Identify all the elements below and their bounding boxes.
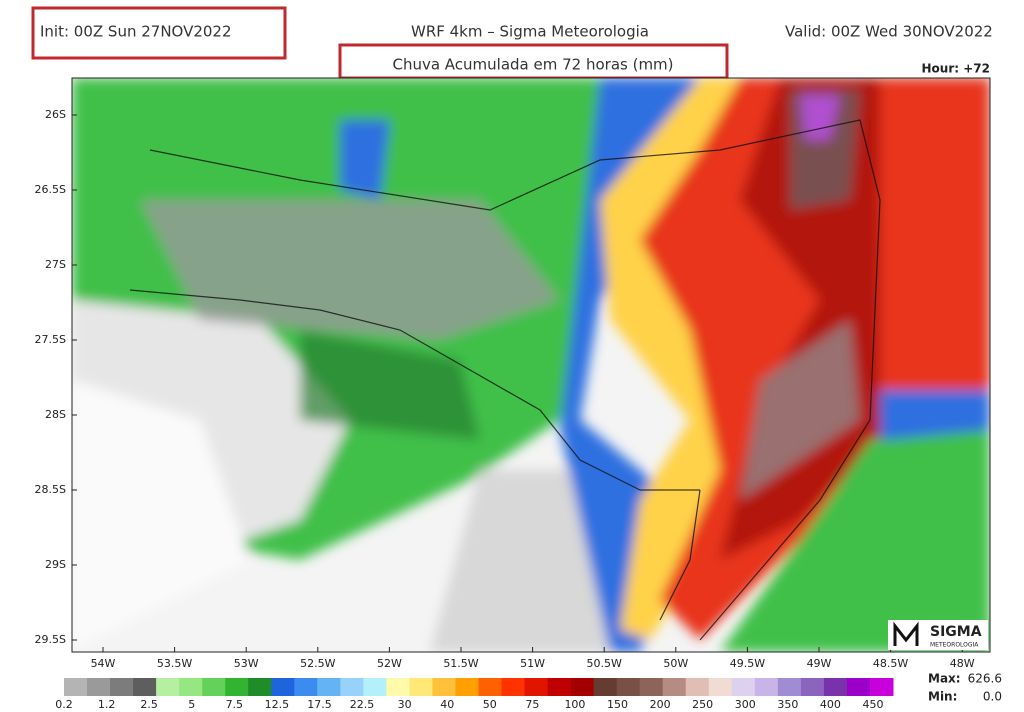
colorbar-swatch [823,678,848,696]
colorbar-swatch [248,678,272,696]
lon-label: 49.5W [730,657,765,670]
lon-label: 50W [663,657,688,670]
colorbar-label: 100 [564,698,585,711]
lon-label: 50.5W [587,657,622,670]
colorbar-label: 200 [650,698,671,711]
lon-label: 53W [234,657,259,670]
colorbar-swatch [524,678,549,696]
colorbar-swatch [340,678,364,696]
colorbar-swatch [455,678,479,696]
logo-sub: METEOROLOGIA [930,642,979,649]
colorbar-swatch [271,678,295,696]
colorbar-swatch [662,678,687,696]
colorbar-swatch [133,678,157,696]
colorbar-label: 2.5 [140,698,158,711]
subtitle: Chuva Acumulada em 72 horas (mm) [392,56,673,74]
colorbar-swatch [409,678,433,696]
max-value: 626.6 [968,672,1002,686]
colorbar-swatch [156,678,180,696]
logo-name: SIGMA [930,624,982,640]
min-value: 0.0 [983,690,1002,704]
colorbar-swatch [432,678,456,696]
colorbar-label: 300 [735,698,756,711]
lat-label: 28.5S [35,483,66,496]
colorbar-label: 350 [777,698,798,711]
logo-mark [893,621,919,646]
colorbar-label: 150 [607,698,628,711]
colorbar-swatch [685,678,710,696]
title: WRF 4km – Sigma Meteorologia [411,23,649,41]
lon-label: 53.5W [157,657,192,670]
min-label: Min: [928,690,957,704]
colorbar-swatch [363,678,387,696]
max-label: Max: [928,672,961,686]
valid-text: Valid: 00Z Wed 30NOV2022 [785,23,993,41]
colorbar-label: 0.2 [55,698,73,711]
colorbar-swatch [501,678,526,696]
colorbar-label: 50 [483,698,497,711]
colorbar-swatch [87,678,111,696]
colorbar-label: 1.2 [98,698,116,711]
colorbar-swatch [179,678,203,696]
colorbar-swatch [202,678,226,696]
colorbar-label: 12.5 [265,698,290,711]
lon-label: 52W [377,657,402,670]
hour-label: Hour: +72 [922,62,990,76]
colorbar-label: 17.5 [307,698,332,711]
colorbar-label: 7.5 [226,698,244,711]
colorbar-swatch [110,678,134,696]
colorbar-swatch [869,678,894,696]
lon-label: 51W [520,657,545,670]
lat-label: 27S [45,258,66,271]
lat-label: 29S [45,558,66,571]
lon-label: 49W [807,657,832,670]
colorbar-swatch [639,678,664,696]
colorbar-swatch [800,678,825,696]
colorbar-swatch [570,678,595,696]
colorbar-swatch [64,678,88,696]
map-frame [71,77,991,653]
colorbar-label: 450 [863,698,884,711]
colorbar-label: 250 [692,698,713,711]
colorbar-swatch [317,678,341,696]
colorbar: 0.2 1.2 2.5 5 7.5 12.5 17.5 22.5 30 40 50 75 100 150 2… [55,678,894,711]
lon-label: 51.5W [443,657,478,670]
colorbar-swatch [708,678,733,696]
colorbar-swatch [616,678,641,696]
lon-label: 48.5W [873,657,908,670]
colorbar-swatch [777,678,802,696]
colorbar-swatch [478,678,503,696]
colorbar-label: 30 [398,698,412,711]
colorbar-swatch [386,678,410,696]
lat-label: 29.5S [35,633,66,646]
precip-field [72,78,990,652]
lon-axis: 54W 53.5W 53W 52.5W 52W 51.5W 51W 50.5W 50W 49.5W… [91,647,975,670]
init-box [31,6,287,60]
colorbar-label: 40 [440,698,454,711]
colorbar-label: 75 [525,698,539,711]
colorbar-swatch [731,678,756,696]
lat-label: 28S [45,408,66,421]
init-text: Init: 00Z Sun 27NOV2022 [40,23,232,41]
lon-label: 48W [950,657,975,670]
colorbar-label: 5 [188,698,195,711]
lat-label: 26S [45,108,66,121]
lon-label: 52.5W [300,657,335,670]
lat-label: 26.5S [35,183,66,196]
colorbar-swatch [593,678,618,696]
logo-bg [888,620,988,650]
colorbar-label: 400 [820,698,841,711]
colorbar-swatch [547,678,572,696]
lat-label: 27.5S [35,333,66,346]
colorbar-swatch [846,678,871,696]
lon-label: 54W [91,657,116,670]
lat-axis: 26S 26.5S 27S 27.5S 28S 28.5S 29S 29.5S [35,108,77,646]
colorbar-label: 22.5 [350,698,375,711]
colorbar-swatch [754,678,779,696]
colorbar-swatch [225,678,249,696]
colorbar-swatch [294,678,318,696]
